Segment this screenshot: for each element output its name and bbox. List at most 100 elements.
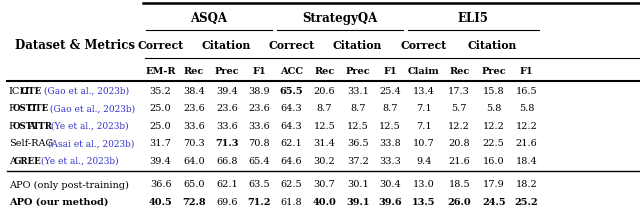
Text: Correct: Correct (268, 40, 314, 51)
Text: 25.2: 25.2 (515, 198, 538, 206)
Text: 39.6: 39.6 (378, 198, 402, 206)
Text: 30.1: 30.1 (347, 180, 369, 190)
Text: Citation: Citation (202, 40, 251, 51)
Text: 39.1: 39.1 (346, 198, 369, 206)
Text: TTR: TTR (33, 122, 52, 131)
Text: 64.6: 64.6 (280, 157, 302, 166)
Text: APO (only post-training): APO (only post-training) (8, 180, 129, 190)
Text: 12.2: 12.2 (516, 122, 538, 131)
Text: 10.7: 10.7 (413, 139, 435, 148)
Text: 8.7: 8.7 (317, 104, 332, 113)
Text: 25.4: 25.4 (379, 87, 401, 96)
Text: 12.5: 12.5 (379, 122, 401, 131)
Text: (Gao et al., 2023b): (Gao et al., 2023b) (47, 104, 134, 113)
Text: OST: OST (13, 122, 33, 131)
Text: 65.4: 65.4 (248, 157, 270, 166)
Text: ACC: ACC (280, 67, 303, 76)
Text: 63.5: 63.5 (248, 180, 270, 190)
Text: 70.3: 70.3 (183, 139, 205, 148)
Text: 18.2: 18.2 (516, 180, 538, 190)
Text: 12.5: 12.5 (314, 122, 335, 131)
Text: 12.2: 12.2 (448, 122, 470, 131)
Text: 62.1: 62.1 (280, 139, 302, 148)
Text: 39.4: 39.4 (216, 87, 238, 96)
Text: 22.5: 22.5 (483, 139, 504, 148)
Text: 40.5: 40.5 (148, 198, 173, 206)
Text: 26.0: 26.0 (447, 198, 471, 206)
Text: Claim: Claim (408, 67, 440, 76)
Text: 7.1: 7.1 (416, 104, 431, 113)
Text: Self-RAG: Self-RAG (8, 139, 53, 148)
Text: 12.5: 12.5 (347, 122, 369, 131)
Text: Correct: Correct (138, 40, 184, 51)
Text: 71.3: 71.3 (215, 139, 239, 148)
Text: StrategyQA: StrategyQA (302, 12, 377, 25)
Text: 62.1: 62.1 (216, 180, 238, 190)
Text: ITE: ITE (32, 104, 49, 113)
Text: 24.5: 24.5 (482, 198, 506, 206)
Text: 13.0: 13.0 (413, 180, 435, 190)
Text: 65.5: 65.5 (280, 87, 303, 96)
Text: A: A (8, 157, 15, 166)
Text: 62.5: 62.5 (280, 180, 302, 190)
Text: 23.6: 23.6 (183, 104, 205, 113)
Text: 21.6: 21.6 (449, 157, 470, 166)
Text: C: C (20, 87, 28, 96)
Text: 8.7: 8.7 (382, 104, 397, 113)
Text: 23.6: 23.6 (216, 104, 238, 113)
Text: F1: F1 (383, 67, 397, 76)
Text: Prec: Prec (346, 67, 370, 76)
Text: 61.8: 61.8 (280, 198, 302, 206)
Text: 9.4: 9.4 (416, 157, 431, 166)
Text: F1: F1 (520, 67, 533, 76)
Text: 72.8: 72.8 (182, 198, 205, 206)
Text: 35.2: 35.2 (150, 87, 172, 96)
Text: 17.9: 17.9 (483, 180, 504, 190)
Text: 36.5: 36.5 (347, 139, 369, 148)
Text: 38.9: 38.9 (248, 87, 270, 96)
Text: (Ye et al., 2023b): (Ye et al., 2023b) (49, 122, 129, 131)
Text: 17.3: 17.3 (448, 87, 470, 96)
Text: Citation: Citation (332, 40, 381, 51)
Text: Rec: Rec (449, 67, 469, 76)
Text: 64.0: 64.0 (183, 157, 205, 166)
Text: 39.4: 39.4 (150, 157, 172, 166)
Text: 33.6: 33.6 (216, 122, 238, 131)
Text: 37.2: 37.2 (347, 157, 369, 166)
Text: 25.0: 25.0 (150, 122, 172, 131)
Text: A: A (28, 122, 35, 131)
Text: 30.7: 30.7 (314, 180, 335, 190)
Text: (Gao et al., 2023b): (Gao et al., 2023b) (41, 87, 129, 96)
Text: Correct: Correct (401, 40, 447, 51)
Text: 30.2: 30.2 (314, 157, 335, 166)
Text: 33.8: 33.8 (379, 139, 401, 148)
Text: 66.8: 66.8 (216, 157, 237, 166)
Text: APO (our method): APO (our method) (8, 198, 108, 206)
Text: 16.0: 16.0 (483, 157, 504, 166)
Text: 38.4: 38.4 (183, 87, 205, 96)
Text: 36.6: 36.6 (150, 180, 172, 190)
Text: ICL: ICL (8, 87, 27, 96)
Text: 12.2: 12.2 (483, 122, 504, 131)
Text: Rec: Rec (314, 67, 335, 76)
Text: 8.7: 8.7 (350, 104, 365, 113)
Text: 40.0: 40.0 (313, 198, 337, 206)
Text: 70.8: 70.8 (248, 139, 270, 148)
Text: (Asai et al., 2023b): (Asai et al., 2023b) (45, 139, 134, 148)
Text: 23.6: 23.6 (248, 104, 270, 113)
Text: 25.0: 25.0 (150, 104, 172, 113)
Text: F1: F1 (252, 67, 266, 76)
Text: P: P (8, 104, 15, 113)
Text: 5.8: 5.8 (519, 104, 534, 113)
Text: P: P (8, 122, 15, 131)
Text: 5.8: 5.8 (486, 104, 501, 113)
Text: Dataset & Metrics: Dataset & Metrics (15, 39, 135, 52)
Text: 30.4: 30.4 (379, 180, 401, 190)
Text: C: C (28, 104, 35, 113)
Text: 21.6: 21.6 (516, 139, 538, 148)
Text: 15.8: 15.8 (483, 87, 504, 96)
Text: 65.0: 65.0 (183, 180, 205, 190)
Text: Citation: Citation (467, 40, 516, 51)
Text: 5.7: 5.7 (451, 104, 467, 113)
Text: (Ye et al., 2023b): (Ye et al., 2023b) (38, 157, 119, 166)
